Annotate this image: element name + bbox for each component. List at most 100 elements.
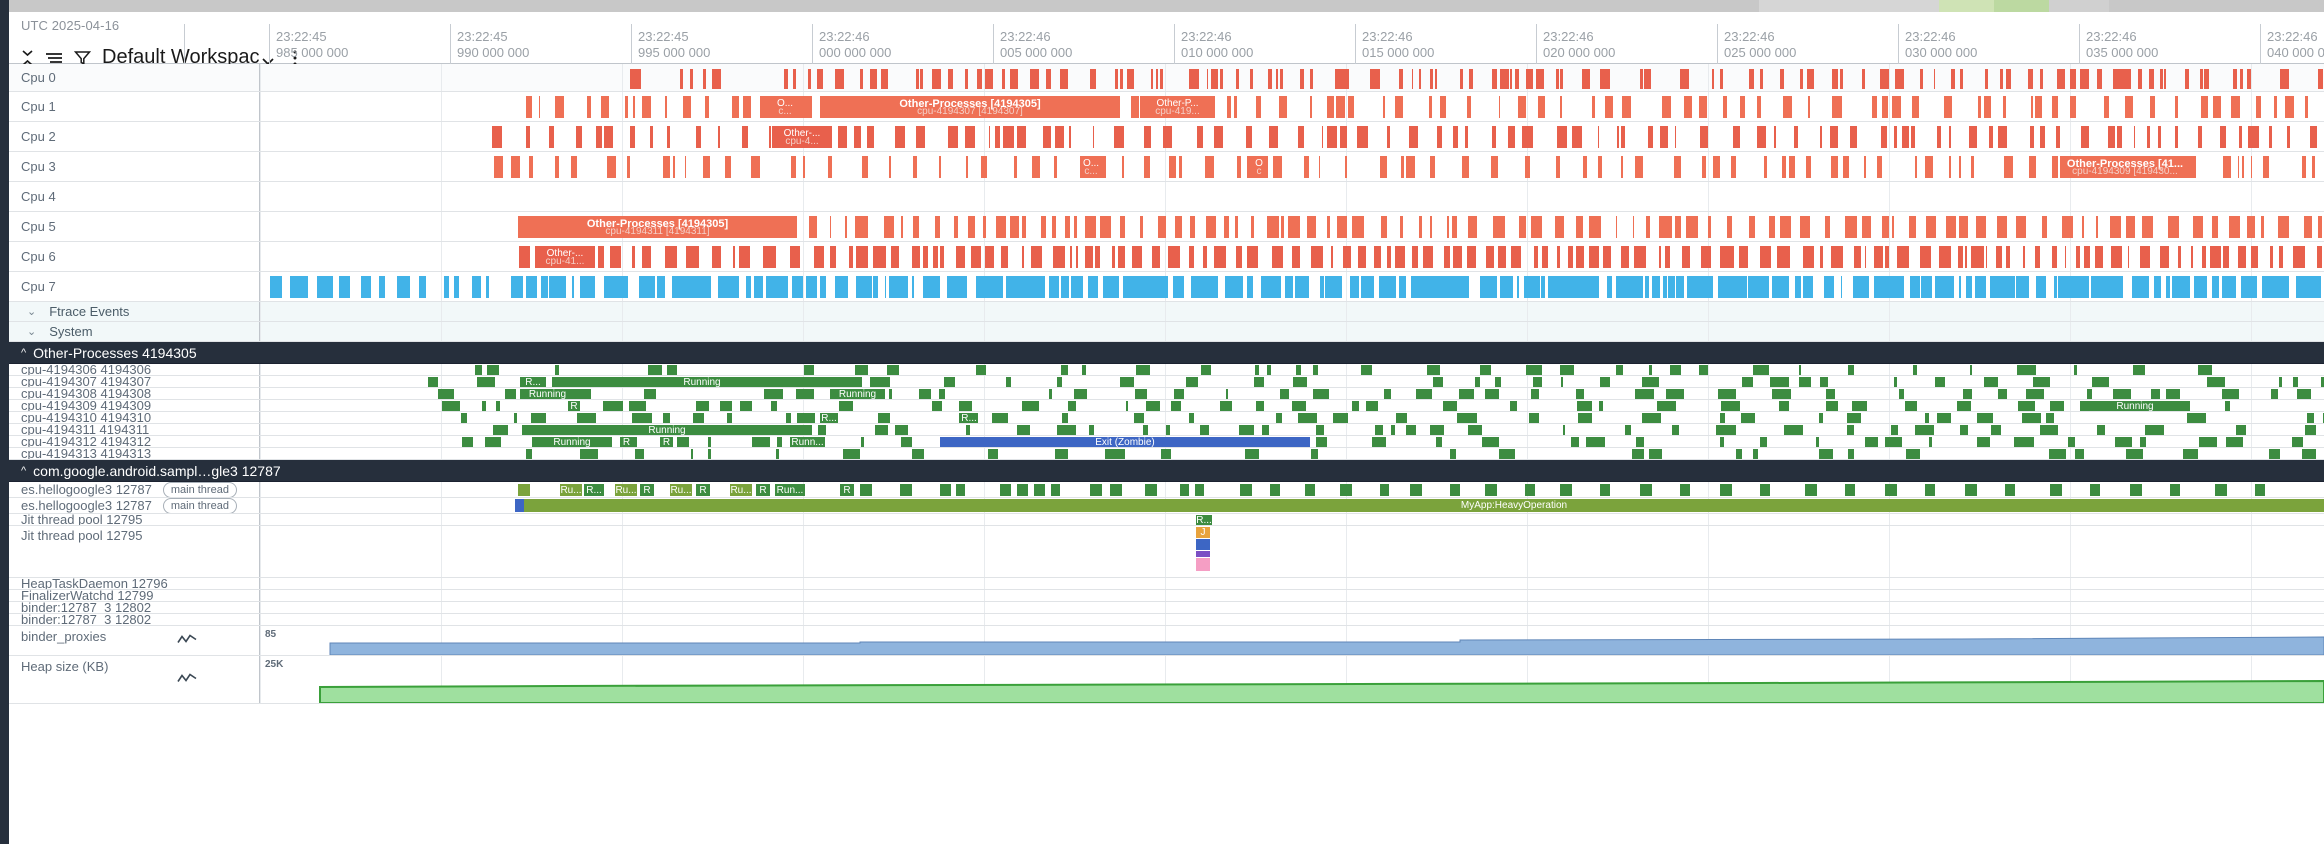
trace-slice[interactable] bbox=[1429, 425, 1444, 435]
trace-slice[interactable] bbox=[1885, 246, 1889, 268]
trace-slice[interactable] bbox=[1237, 156, 1241, 178]
trace-slice[interactable] bbox=[1326, 216, 1330, 238]
trace-slice[interactable] bbox=[587, 96, 591, 118]
trace-slice[interactable] bbox=[630, 126, 636, 148]
trace-slice[interactable] bbox=[2255, 96, 2261, 118]
trace-slice[interactable] bbox=[2014, 437, 2034, 447]
trace-slice[interactable] bbox=[1670, 365, 1681, 375]
trace-slice[interactable] bbox=[1088, 276, 1099, 298]
trace-slice[interactable] bbox=[931, 401, 942, 411]
trace-slice[interactable] bbox=[813, 246, 824, 268]
thread-state-slice[interactable]: R... bbox=[960, 413, 978, 423]
trace-slice[interactable] bbox=[1582, 156, 1587, 178]
trace-slice[interactable] bbox=[862, 156, 868, 178]
trace-slice[interactable] bbox=[2075, 449, 2084, 459]
trace-slice[interactable] bbox=[866, 126, 875, 148]
trace-slice[interactable] bbox=[1255, 96, 1262, 118]
trace-slice[interactable] bbox=[2297, 389, 2311, 399]
trace-slice[interactable] bbox=[1327, 126, 1338, 148]
trace-slice[interactable] bbox=[1984, 69, 1988, 89]
trace-slice[interactable] bbox=[571, 389, 592, 399]
trace-slice[interactable] bbox=[549, 126, 555, 148]
time-ruler[interactable]: 23:22:45 985 000 000 23:22:45 990 000 000 23… bbox=[269, 24, 2324, 76]
track-row[interactable]: binder_proxies 85 bbox=[9, 626, 2324, 656]
trace-slice[interactable] bbox=[1748, 276, 1767, 298]
trace-slice[interactable] bbox=[1005, 276, 1013, 298]
trace-slice[interactable] bbox=[1374, 425, 1384, 435]
trace-slice[interactable] bbox=[980, 156, 988, 178]
trace-slice[interactable] bbox=[913, 216, 920, 238]
trace-slice[interactable] bbox=[2190, 246, 2194, 268]
trace-slice[interactable] bbox=[2000, 69, 2003, 89]
trace-slice[interactable] bbox=[461, 437, 474, 447]
trace-slice[interactable] bbox=[820, 276, 826, 298]
track-canvas[interactable]: R... bbox=[260, 514, 2324, 525]
trace-slice[interactable] bbox=[940, 484, 951, 496]
trace-slice[interactable] bbox=[1356, 126, 1368, 148]
trace-slice[interactable] bbox=[2125, 216, 2136, 238]
trace-slice[interactable] bbox=[2017, 401, 2035, 411]
trace-slice[interactable] bbox=[1920, 246, 1932, 268]
cpu-named-slice[interactable]: Other-Processes [41... cpu-4194309 [41943… bbox=[2060, 156, 2190, 178]
trace-slice[interactable] bbox=[740, 401, 752, 411]
trace-slice[interactable] bbox=[1674, 156, 1682, 178]
trace-slice[interactable] bbox=[1753, 365, 1769, 375]
trace-slice[interactable] bbox=[1825, 401, 1839, 411]
trace-slice[interactable] bbox=[1255, 365, 1260, 375]
trace-slice[interactable] bbox=[1971, 246, 1984, 268]
trace-slice[interactable] bbox=[1645, 276, 1649, 298]
track-row[interactable]: cpu-4194308 4194308 Running Running bbox=[9, 388, 2324, 400]
trace-slice[interactable] bbox=[1559, 96, 1563, 118]
trace-slice[interactable] bbox=[290, 276, 308, 298]
trace-slice[interactable] bbox=[1102, 156, 1107, 178]
trace-slice[interactable] bbox=[996, 276, 1003, 298]
trace-slice[interactable] bbox=[1831, 276, 1835, 298]
trace-slice[interactable] bbox=[732, 96, 740, 118]
trace-slice[interactable] bbox=[1084, 246, 1093, 268]
trace-slice[interactable] bbox=[1541, 276, 1546, 298]
track-row[interactable]: Jit thread pool 12795 J bbox=[9, 526, 2324, 578]
trace-slice[interactable] bbox=[2149, 69, 2154, 89]
trace-slice[interactable] bbox=[1840, 69, 1843, 89]
trace-slice[interactable] bbox=[1969, 126, 1978, 148]
track-row[interactable]: FinalizerWatchd 12799 bbox=[9, 590, 2324, 602]
trace-slice[interactable] bbox=[1214, 126, 1223, 148]
trace-slice[interactable] bbox=[1742, 377, 1753, 387]
trace-slice[interactable] bbox=[1371, 437, 1387, 447]
trace-slice[interactable] bbox=[1318, 156, 1320, 178]
trace-slice[interactable] bbox=[1273, 156, 1283, 178]
sidebar-item-thread[interactable]: cpu-4194308 4194308 bbox=[9, 388, 260, 399]
track-canvas[interactable] bbox=[260, 448, 2324, 459]
trace-slice[interactable] bbox=[1312, 389, 1330, 399]
trace-slice[interactable] bbox=[1060, 276, 1069, 298]
trace-slice[interactable] bbox=[1009, 69, 1018, 89]
trace-slice[interactable] bbox=[1570, 437, 1580, 447]
trace-slice[interactable]: R bbox=[696, 484, 710, 496]
trace-slice[interactable] bbox=[1665, 389, 1684, 399]
trace-slice[interactable] bbox=[954, 216, 959, 238]
trace-slice[interactable] bbox=[1485, 484, 1497, 496]
track-row[interactable]: cpu-4194307 4194307 R... Running bbox=[9, 376, 2324, 388]
trace-slice[interactable] bbox=[2279, 377, 2282, 387]
trace-slice[interactable] bbox=[1753, 449, 1758, 459]
trace-slice[interactable] bbox=[396, 276, 410, 298]
sidebar-item-thread[interactable]: binder:12787_3 12802 bbox=[9, 602, 260, 613]
trace-slice[interactable] bbox=[983, 216, 987, 238]
trace-slice[interactable] bbox=[1780, 69, 1784, 89]
trace-slice[interactable] bbox=[1819, 377, 1828, 387]
trace-slice[interactable] bbox=[946, 276, 956, 298]
trace-slice[interactable] bbox=[1244, 449, 1260, 459]
trace-slice[interactable] bbox=[1684, 96, 1692, 118]
trace-slice[interactable] bbox=[1239, 425, 1255, 435]
trace-slice[interactable] bbox=[1600, 69, 1603, 89]
trace-slice[interactable] bbox=[1531, 389, 1539, 399]
trace-slice[interactable] bbox=[1945, 216, 1956, 238]
trace-slice[interactable] bbox=[835, 69, 844, 89]
trace-slice[interactable] bbox=[1127, 69, 1134, 89]
trace-slice[interactable] bbox=[1934, 377, 1945, 387]
trace-slice[interactable] bbox=[2076, 246, 2080, 268]
trace-slice[interactable] bbox=[2226, 276, 2236, 298]
trace-slice[interactable] bbox=[1081, 365, 1087, 375]
trace-slice[interactable] bbox=[511, 156, 520, 178]
trace-slice[interactable] bbox=[1976, 413, 1994, 423]
